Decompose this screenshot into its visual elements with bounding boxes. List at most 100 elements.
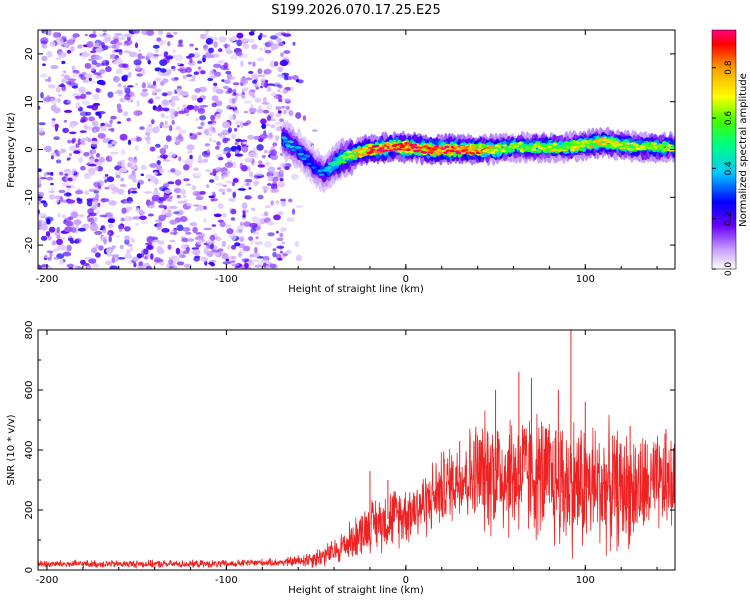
noise-blob: [249, 222, 258, 228]
noise-blob: [135, 207, 140, 213]
ridge-blob: [610, 142, 616, 145]
noise-blob: [248, 70, 254, 74]
noise-blob: [213, 41, 218, 48]
noise-blob: [192, 173, 196, 177]
noise-blob: [155, 258, 164, 263]
noise-blob: [73, 219, 82, 226]
noise-blob: [209, 172, 216, 176]
figure-title: S199.2026.070.17.25.E25: [271, 3, 440, 18]
noise-blob: [185, 231, 192, 235]
noise-blob: [61, 78, 68, 83]
ridge-blob: [282, 137, 288, 140]
noise-blob: [291, 75, 299, 80]
noise-blob: [205, 169, 211, 173]
noise-blob: [55, 36, 64, 44]
y-tick-label: 200: [24, 500, 35, 519]
noise-blob: [118, 224, 123, 230]
noise-blob: [203, 205, 207, 210]
ridge-blob: [517, 142, 523, 145]
noise-blob: [263, 150, 268, 154]
noise-blob: [196, 172, 202, 177]
noise-blob: [126, 117, 131, 122]
noise-blob: [295, 254, 303, 262]
noise-blob: [38, 220, 41, 228]
noise-blob: [239, 236, 245, 243]
ridge-blob: [293, 148, 299, 151]
ridge-blob: [625, 142, 631, 145]
ridge-blob: [340, 154, 346, 158]
noise-blob: [91, 140, 97, 144]
noise-blob: [266, 221, 275, 225]
noise-blob: [275, 200, 280, 205]
noise-blob: [124, 226, 131, 232]
noise-blob: [267, 183, 272, 186]
noise-blob: [66, 185, 72, 188]
noise-blob: [66, 198, 72, 205]
noise-blob: [262, 96, 267, 104]
noise-blob: [243, 110, 249, 114]
ridge-blob: [509, 142, 515, 146]
noise-blob: [175, 179, 182, 186]
noise-blob: [169, 205, 178, 210]
noise-blob: [250, 73, 258, 80]
noise-blob: [79, 111, 89, 117]
noise-blob: [58, 84, 66, 88]
noise-blob: [38, 122, 46, 126]
ridge-blob: [316, 171, 322, 174]
noise-blob: [275, 135, 279, 142]
noise-blob: [217, 219, 224, 223]
ridge-blob: [507, 149, 513, 153]
noise-blob: [87, 172, 96, 176]
noise-blob: [93, 129, 97, 133]
snr-y-axis: 0 200 400 600 800: [24, 320, 675, 573]
noise-blob: [240, 185, 244, 189]
noise-blob: [204, 143, 211, 147]
noise-blob: [111, 140, 118, 145]
noise-blob: [95, 111, 101, 116]
noise-blob: [277, 167, 282, 170]
noise-blob: [256, 57, 265, 62]
noise-blob: [108, 235, 112, 243]
noise-blob: [62, 127, 69, 133]
noise-blob: [81, 142, 87, 146]
noise-blob: [137, 49, 142, 52]
noise-blob: [261, 154, 266, 159]
x-tick-label: 0: [403, 575, 409, 586]
noise-blob: [53, 103, 57, 110]
snr-panel: -200 -100 0 100 0 200 400 600 800 Height of str…: [6, 320, 676, 596]
noise-blob: [241, 202, 248, 210]
noise-blob: [271, 181, 278, 186]
noise-blob: [159, 147, 167, 155]
noise-blob: [99, 69, 106, 74]
noise-blob: [259, 47, 263, 51]
noise-blob: [232, 35, 237, 42]
noise-blob: [57, 97, 61, 103]
noise-blob: [124, 235, 131, 241]
noise-blob: [272, 248, 277, 252]
noise-blob: [158, 168, 165, 173]
noise-blob: [67, 170, 75, 176]
noise-blob: [165, 210, 174, 217]
noise-blob: [66, 187, 71, 192]
ridge-blob: [355, 149, 361, 152]
noise-blob: [172, 265, 178, 269]
noise-blob: [92, 93, 100, 101]
noise-blob: [175, 247, 181, 255]
noise-blob: [52, 32, 60, 38]
noise-blob: [161, 40, 169, 45]
noise-blob: [252, 61, 256, 67]
noise-blob: [74, 95, 83, 99]
noise-blob: [263, 68, 272, 75]
noise-blob: [66, 49, 72, 54]
noise-blob: [222, 261, 231, 265]
noise-blob: [98, 34, 104, 37]
noise-blob: [172, 49, 176, 53]
noise-blob: [221, 79, 225, 82]
noise-blob: [250, 103, 254, 110]
noise-blob: [251, 44, 258, 50]
noise-blob: [38, 105, 41, 110]
noise-blob: [269, 263, 277, 269]
noise-blob: [216, 141, 221, 146]
ridge-blob: [666, 144, 673, 147]
